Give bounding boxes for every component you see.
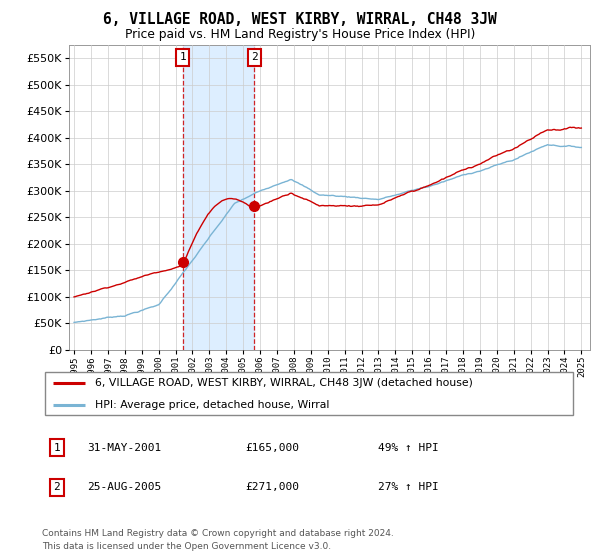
Text: 2: 2 <box>251 53 257 62</box>
FancyBboxPatch shape <box>44 371 574 416</box>
Text: 31-MAY-2001: 31-MAY-2001 <box>88 443 161 453</box>
Text: £271,000: £271,000 <box>245 482 299 492</box>
Text: 2: 2 <box>53 482 61 492</box>
Text: 1: 1 <box>179 53 186 62</box>
Text: Price paid vs. HM Land Registry's House Price Index (HPI): Price paid vs. HM Land Registry's House … <box>125 28 475 41</box>
Text: 27% ↑ HPI: 27% ↑ HPI <box>379 482 439 492</box>
Text: 6, VILLAGE ROAD, WEST KIRBY, WIRRAL, CH48 3JW (detached house): 6, VILLAGE ROAD, WEST KIRBY, WIRRAL, CH4… <box>95 378 473 388</box>
Text: 25-AUG-2005: 25-AUG-2005 <box>88 482 161 492</box>
Text: 49% ↑ HPI: 49% ↑ HPI <box>379 443 439 453</box>
Text: This data is licensed under the Open Government Licence v3.0.: This data is licensed under the Open Gov… <box>42 542 331 551</box>
Text: 6, VILLAGE ROAD, WEST KIRBY, WIRRAL, CH48 3JW: 6, VILLAGE ROAD, WEST KIRBY, WIRRAL, CH4… <box>103 12 497 27</box>
Bar <box>182 45 254 350</box>
Text: Contains HM Land Registry data © Crown copyright and database right 2024.: Contains HM Land Registry data © Crown c… <box>42 529 394 538</box>
Text: HPI: Average price, detached house, Wirral: HPI: Average price, detached house, Wirr… <box>95 400 330 410</box>
Text: £165,000: £165,000 <box>245 443 299 453</box>
Text: 1: 1 <box>53 443 61 453</box>
